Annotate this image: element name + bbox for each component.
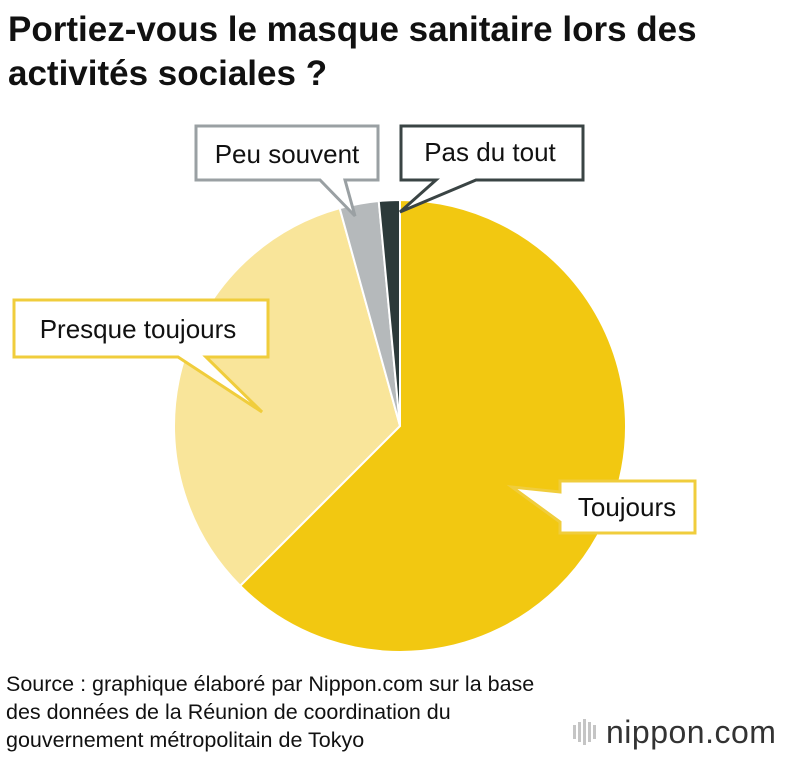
- slice-label-pas-du-tout: Pas du tout: [424, 137, 556, 167]
- nippon-logo: nippon.com: [573, 712, 776, 752]
- chart-title: Portiez-vous le masque sanitaire lors de…: [8, 10, 697, 93]
- pie-slices: [173, 198, 627, 653]
- callout-presque-toujours: Presque toujours: [12, 298, 270, 414]
- callout-box-presque-toujours: [12, 298, 270, 414]
- callout-toujours: Toujours: [506, 479, 697, 535]
- callout-box-toujours: [506, 479, 697, 535]
- logo-suffix: .com: [705, 714, 777, 750]
- callout-peu-souvent: Peu souvent: [194, 124, 380, 218]
- callout-box-peu-souvent: [194, 124, 380, 218]
- callout-box-pas-du-tout: [399, 124, 585, 214]
- source-note: Source : graphique élaboré par Nippon.co…: [6, 672, 535, 752]
- logo-wordmark: nippon.com: [606, 712, 776, 752]
- logo-name: nippon: [606, 714, 706, 750]
- pie-slice-pas-du-tout: [377, 198, 401, 427]
- pie-chart: Peu souvent Pas du tout Presque toujours…: [12, 124, 697, 653]
- slice-label-presque-toujours: Presque toujours: [40, 314, 237, 344]
- slice-label-peu-souvent: Peu souvent: [215, 139, 360, 169]
- callout-pas-du-tout: Pas du tout: [399, 124, 585, 214]
- slice-label-toujours: Toujours: [578, 492, 676, 522]
- logo-bars-icon: [573, 719, 598, 745]
